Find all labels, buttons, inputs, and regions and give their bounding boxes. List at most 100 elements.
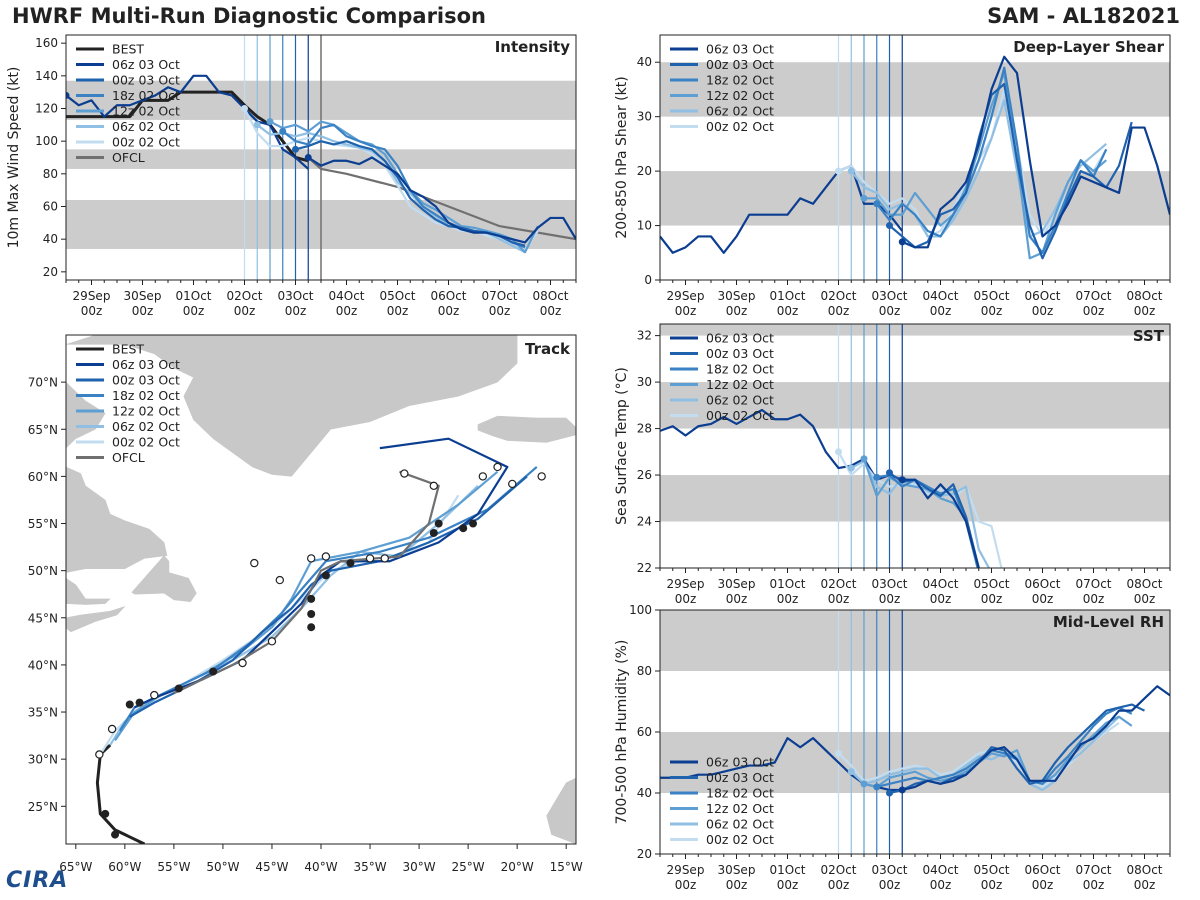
legend-label: 00z 02 Oct	[112, 435, 180, 450]
track-point-open	[478, 472, 488, 481]
x-tick-label-hour: 00z	[675, 592, 697, 606]
y-tick-label: 40	[637, 55, 652, 69]
series-start-point	[253, 121, 261, 129]
y-tick-label: 40	[43, 232, 58, 246]
x-tick-label-hour: 00z	[828, 304, 850, 318]
y-tick-label: 26	[637, 468, 652, 482]
legend-label: 00z 02 Oct	[706, 832, 774, 847]
legend-label: BEST	[112, 342, 144, 357]
series-start-point	[847, 768, 855, 776]
legend-label: 12z 02 Oct	[112, 104, 180, 119]
x-tick-label-hour: 00z	[930, 592, 952, 606]
x-tick-label-hour: 00z	[675, 878, 697, 892]
x-tick-label-hour: 00z	[675, 304, 697, 318]
legend-label: 00z 02 Oct	[706, 119, 774, 134]
panel-title: SST	[1133, 327, 1165, 345]
track-point-open	[267, 637, 277, 646]
plot-content	[660, 35, 1170, 280]
panel-rh: 2040608010029Sep00z30Sep00z01Oct00z02Oct…	[614, 603, 1171, 892]
legend-label: 06z 02 Oct	[706, 393, 774, 408]
x-tick-label-date: 01Oct	[769, 289, 805, 303]
track-point-open	[306, 554, 316, 563]
legend-label: 06z 02 Oct	[112, 119, 180, 134]
greenland-landmass	[66, 335, 518, 477]
series-start-point	[847, 464, 855, 472]
legend-label: 06z 02 Oct	[706, 817, 774, 832]
x-tick-label-date: 29Sep	[667, 577, 705, 591]
legend-label: 06z 02 Oct	[706, 104, 774, 119]
x-tick-label-date: 07Oct	[1075, 289, 1111, 303]
track-point-filled	[321, 571, 330, 580]
legend-label: 18z 02 Oct	[112, 88, 180, 103]
track-point-filled	[346, 559, 355, 568]
x-tick-label-date: 08Oct	[1126, 289, 1162, 303]
x-tick-label-date: 08Oct	[1126, 863, 1162, 877]
legend-label: 06z 03 Oct	[112, 57, 180, 72]
track-point-filled	[111, 830, 120, 839]
x-tick-label-date: 07Oct	[1075, 577, 1111, 591]
series-start-point	[873, 200, 881, 208]
legend-label: 06z 03 Oct	[706, 42, 774, 57]
x-tick-label-date: 30Sep	[124, 289, 162, 303]
panel-sst: 22242628303229Sep00z30Sep00z01Oct00z02Oc…	[614, 323, 1171, 606]
x-tick-label-hour: 00z	[1083, 304, 1105, 318]
lon-tick-label: 65°W	[59, 860, 92, 874]
track-point-filled	[307, 623, 316, 632]
series-start-point	[241, 105, 248, 112]
track-point-open	[250, 558, 259, 568]
x-tick-label-hour: 00z	[828, 592, 850, 606]
x-tick-label-date: 06Oct	[1024, 289, 1060, 303]
track-point-open	[321, 552, 331, 561]
iceland-landmass	[477, 415, 576, 443]
y-tick-label: 30	[637, 110, 652, 124]
legend-label: 00z 03 Oct	[112, 373, 180, 388]
legend-label: 00z 03 Oct	[706, 346, 774, 361]
lat-tick-label: 65°N	[28, 423, 58, 437]
y-tick-label: 22	[637, 561, 652, 575]
series-start-point	[898, 238, 906, 246]
series-line	[876, 706, 1133, 788]
legend-label: 18z 02 Oct	[112, 388, 180, 403]
series-start-point	[66, 91, 70, 99]
series-line	[876, 473, 979, 568]
track-point-filled	[209, 667, 218, 676]
track-point-filled	[135, 698, 144, 707]
y-tick-label: 10	[637, 219, 652, 233]
y-axis-label: 700-500 hPa Humidity (%)	[614, 640, 630, 825]
legend-label: BEST	[112, 42, 144, 57]
legend-label: 12z 02 Oct	[112, 404, 180, 419]
legend-label: 06z 03 Oct	[112, 357, 180, 372]
lat-tick-label: 55°N	[28, 517, 58, 531]
plot-content	[660, 610, 1170, 854]
lon-tick-label: 55°W	[157, 860, 190, 874]
track-point-filled	[469, 519, 478, 528]
y-tick-label: 28	[637, 422, 652, 436]
y-axis-label: Sea Surface Temp (°C)	[614, 367, 630, 525]
track-point-filled	[307, 594, 316, 603]
series-line	[875, 66, 1108, 254]
y-tick-label: 80	[637, 664, 652, 678]
x-tick-label-hour: 00z	[777, 878, 799, 892]
series-start-point	[873, 473, 881, 481]
x-tick-label-hour: 00z	[1032, 592, 1054, 606]
series-start-point	[860, 194, 868, 202]
newfoundland-landmass	[131, 555, 197, 603]
track-point-open	[508, 479, 517, 489]
series-line	[901, 685, 1170, 792]
series-start-point	[860, 780, 868, 788]
y-tick-label: 20	[637, 847, 652, 861]
x-tick-label-date: 02Oct	[226, 289, 262, 303]
x-tick-label-hour: 00z	[234, 304, 256, 318]
panel-title: Intensity	[495, 38, 571, 56]
lon-tick-label: 25°W	[452, 860, 485, 874]
x-tick-label-hour: 00z	[1134, 878, 1156, 892]
x-tick-label-date: 01Oct	[175, 289, 211, 303]
x-tick-label-date: 30Sep	[718, 863, 756, 877]
series-start-point	[898, 786, 906, 794]
track-point-open	[429, 481, 438, 491]
x-tick-label-date: 07Oct	[481, 289, 517, 303]
series-start-point	[304, 154, 312, 161]
track-point-open	[150, 690, 159, 700]
threshold-band	[660, 610, 1170, 671]
series-start-point	[873, 783, 881, 791]
